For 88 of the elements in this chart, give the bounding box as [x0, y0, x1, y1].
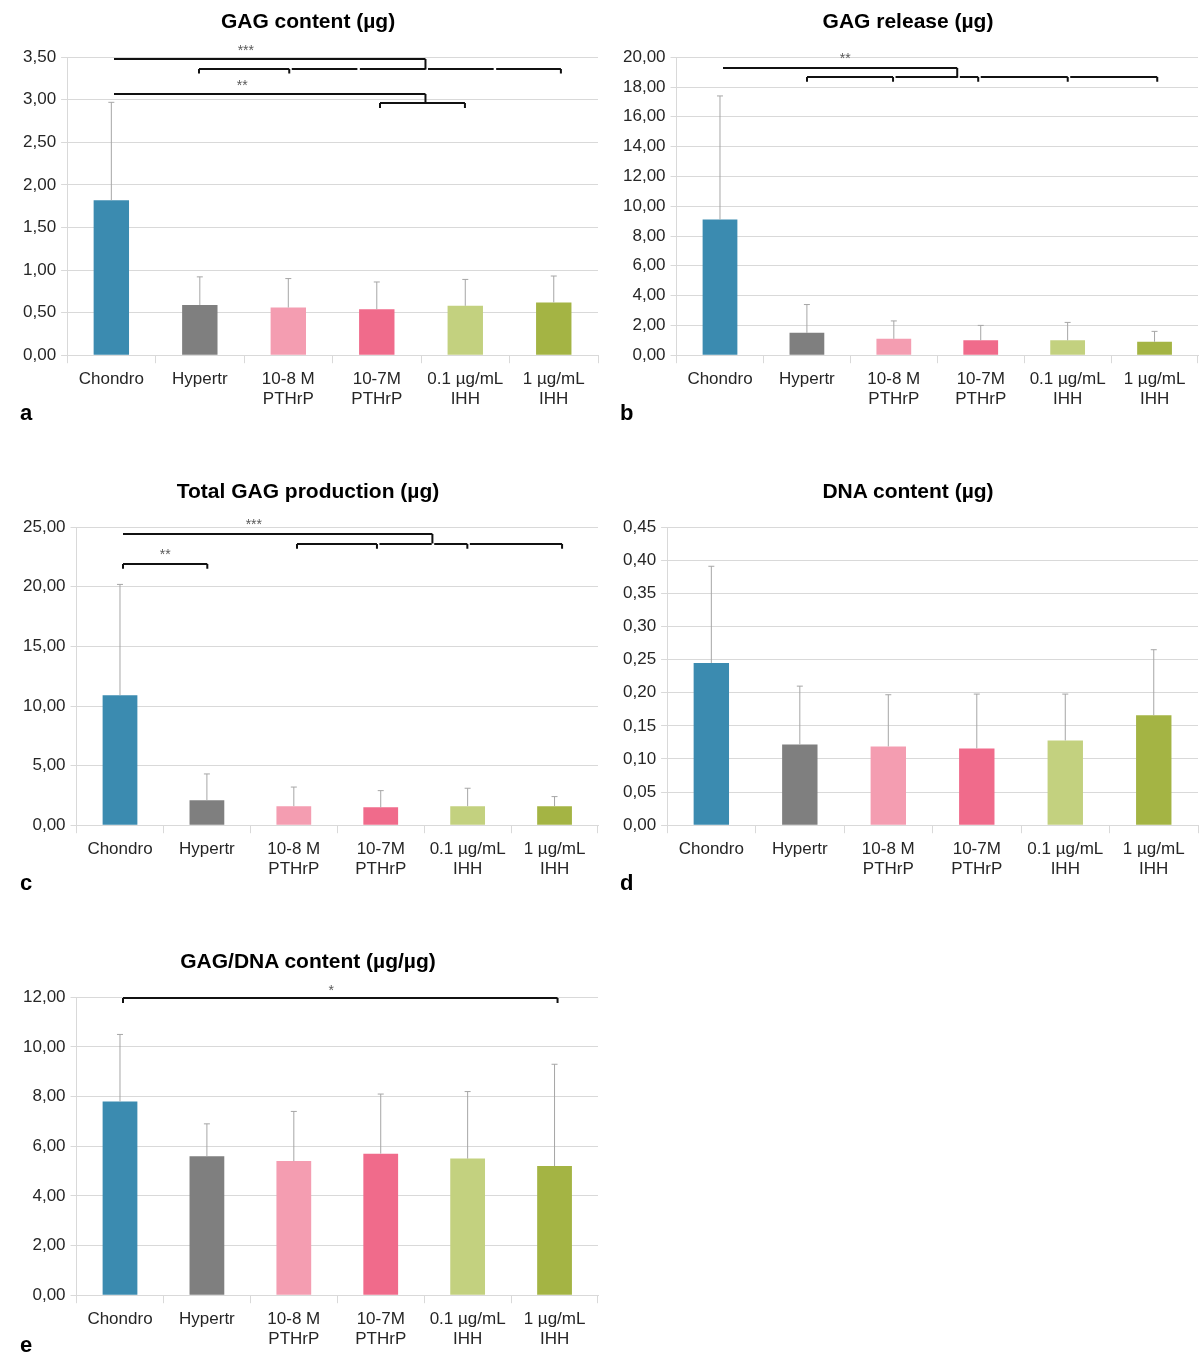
x-tick-label: 0.1 µg/mL IHH: [429, 839, 506, 879]
x-tick-label: 10-7M PTHrP: [951, 839, 1003, 879]
annotation: *: [328, 981, 335, 998]
x-tick-label: 10-7M PTHrP: [355, 839, 407, 879]
y-tick-label: 1,50: [22, 217, 57, 237]
annotation: **: [159, 545, 172, 562]
chart-title: DNA content (µg): [822, 479, 994, 503]
x-tick-label: 10-8 M PTHrP: [261, 369, 315, 409]
x-tick-label: 10-8 M PTHrP: [267, 839, 321, 879]
x-tick-label: 10-7M PTHrP: [355, 1309, 407, 1349]
y-tick-label: 0,35: [622, 583, 657, 603]
y-tick-label: 10,00: [22, 1036, 66, 1056]
chart-title: Total GAG production (µg): [176, 479, 440, 503]
y-tick-label: 20,00: [622, 46, 666, 66]
y-tick-label: 5,00: [32, 755, 66, 775]
x-tick-label: Hypertr: [179, 839, 236, 859]
y-tick-label: 1,00: [22, 259, 57, 279]
y-tick-label: 0,00: [632, 344, 666, 364]
y-tick-label: 2,00: [632, 315, 666, 335]
y-tick-label: 0,15: [622, 715, 657, 735]
y-tick-label: 0,00: [622, 814, 657, 834]
y-tick-label: 0,20: [622, 682, 657, 702]
y-tick-label: 0,00: [22, 344, 57, 364]
x-tick-label: 1 µg/mL IHH: [1122, 839, 1185, 879]
y-tick-label: 4,00: [632, 285, 666, 305]
x-tick-label: 10-8 M PTHrP: [861, 839, 915, 879]
x-tick-label: 1 µg/mL IHH: [523, 1309, 586, 1349]
y-tick-label: 4,00: [32, 1185, 66, 1205]
y-tick-label: 0,10: [622, 748, 657, 768]
x-tick-label: 0.1 µg/mL IHH: [1029, 369, 1106, 409]
chart-title: GAG content (µg): [220, 9, 396, 33]
y-tick-label: 3,50: [22, 46, 57, 66]
y-tick-label: 10,00: [22, 695, 66, 715]
y-tick-label: 18,00: [622, 76, 666, 96]
x-tick-label: Chondro: [78, 369, 144, 389]
y-tick-label: 3,00: [22, 89, 57, 109]
text: d: [620, 870, 634, 895]
x-tick-label: Hypertr: [779, 369, 836, 389]
annotation: **: [839, 50, 852, 67]
x-tick-label: 10-8 M PTHrP: [867, 369, 921, 409]
y-tick-label: 14,00: [622, 136, 666, 156]
y-tick-label: 8,00: [32, 1086, 66, 1106]
x-tick-label: 10-8 M PTHrP: [267, 1309, 321, 1349]
x-tick-label: Hypertr: [179, 1309, 236, 1329]
x-tick-label: Chondro: [678, 839, 744, 859]
y-tick-label: 2,50: [22, 132, 57, 152]
chart-title: GAG/DNA content (µg/µg): [180, 949, 436, 973]
y-tick-label: 0,50: [22, 302, 57, 322]
y-tick-label: 20,00: [22, 576, 66, 596]
text: c: [20, 870, 33, 895]
y-tick-label: 8,00: [632, 225, 666, 245]
y-tick-label: 0,05: [622, 781, 657, 801]
y-tick-label: 0,30: [622, 616, 657, 636]
y-tick-label: 15,00: [22, 636, 66, 656]
y-tick-label: 2,00: [22, 174, 57, 194]
text: a: [20, 400, 33, 425]
text: b: [620, 400, 634, 425]
annotation: **: [236, 76, 249, 93]
x-tick-label: 10-7M PTHrP: [351, 369, 403, 409]
y-tick-label: 0,00: [32, 1284, 66, 1304]
y-tick-label: 12,00: [622, 166, 666, 186]
x-tick-label: Hypertr: [771, 839, 829, 859]
x-tick-label: 1 µg/mL IHH: [523, 839, 586, 879]
x-tick-label: Hypertr: [171, 369, 229, 389]
y-tick-label: 0,25: [622, 649, 657, 669]
x-tick-label: Chondro: [87, 1309, 153, 1329]
x-tick-label: 1 µg/mL IHH: [1123, 369, 1186, 409]
y-tick-label: 10,00: [622, 195, 666, 215]
annotation: ***: [237, 41, 255, 58]
x-tick-label: 10-7M PTHrP: [955, 369, 1007, 409]
y-tick-label: 0,40: [622, 550, 657, 569]
x-tick-label: 0.1 µg/mL IHH: [429, 1309, 506, 1349]
x-tick-label: 0.1 µg/mL IHH: [427, 369, 504, 409]
y-tick-label: 25,00: [22, 516, 66, 536]
y-tick-label: 12,00: [22, 986, 66, 1006]
y-tick-label: 0,45: [622, 516, 657, 536]
text: e: [20, 1332, 33, 1357]
x-tick-label: 1 µg/mL IHH: [522, 369, 585, 409]
y-tick-label: 16,00: [622, 106, 666, 126]
x-tick-label: Chondro: [87, 839, 153, 859]
y-tick-label: 2,00: [32, 1235, 66, 1255]
y-tick-label: 6,00: [32, 1135, 66, 1155]
annotation: ***: [245, 516, 263, 533]
x-tick-label: Chondro: [687, 369, 753, 389]
chart-title: GAG release (µg): [822, 9, 994, 33]
x-tick-label: 0.1 µg/mL IHH: [1027, 839, 1104, 879]
y-tick-label: 0,00: [32, 814, 66, 834]
y-tick-label: 6,00: [632, 255, 666, 275]
